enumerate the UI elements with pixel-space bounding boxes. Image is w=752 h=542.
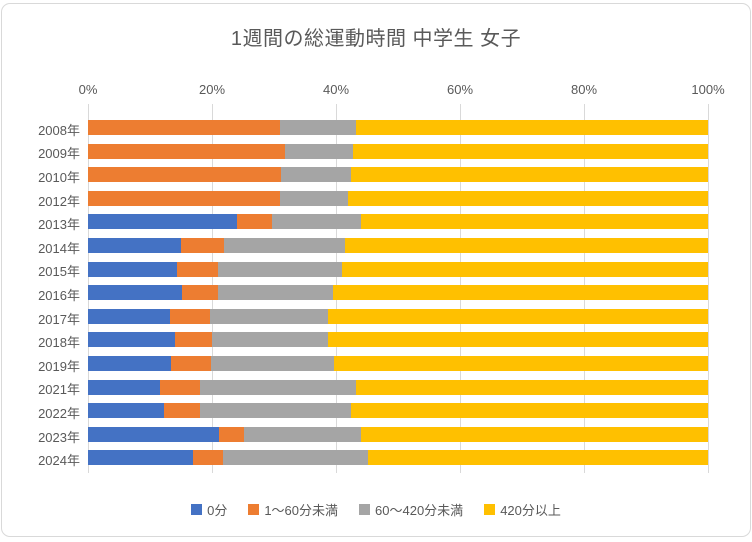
bar-segment — [367, 450, 708, 466]
bar-segment — [88, 285, 182, 301]
bar-segment — [88, 356, 172, 371]
y-axis-label: 2022年 — [38, 406, 80, 421]
bar-segment — [212, 332, 328, 348]
y-axis-label: 2014年 — [38, 240, 80, 256]
bar-segment — [243, 426, 361, 442]
x-axis-tick-label: 80% — [570, 82, 598, 97]
bar-segment — [342, 261, 708, 277]
bar-segment — [218, 285, 333, 301]
bar-segment — [272, 214, 362, 230]
bar-segment — [355, 379, 708, 395]
bar-segment — [327, 332, 708, 348]
legend-item: 420分以上 — [484, 500, 561, 519]
bar-segment — [361, 214, 708, 230]
gridline — [708, 104, 709, 473]
bar-segment — [350, 403, 708, 419]
bar-segment — [280, 120, 357, 135]
bar-segment — [88, 238, 181, 253]
bar-segment — [181, 285, 219, 301]
bar-segment — [88, 143, 286, 159]
legend-swatch — [248, 503, 260, 515]
bar-segment — [356, 120, 708, 135]
bar-segment — [88, 308, 170, 324]
bar-segment — [88, 120, 281, 135]
bar-segment — [164, 403, 201, 419]
chart-title: 1週間の総運動時間 中学生 女子 — [230, 28, 522, 50]
bar-segment — [88, 450, 194, 466]
x-axis-tick-label: 60% — [446, 82, 474, 97]
bar-segment — [348, 190, 708, 206]
legend-label: 60〜420分未満 — [375, 502, 464, 518]
bar-segment — [223, 450, 368, 466]
legend: 0分 1〜60分未満 60〜420分未満 420分以上 — [0, 499, 752, 519]
y-axis-label: 2008年 — [38, 122, 80, 138]
y-axis-label: 2018年 — [38, 335, 80, 351]
bar-segment — [224, 238, 346, 253]
x-axis-tick-label: 0% — [78, 82, 98, 97]
y-axis-label: 2021年 — [38, 382, 80, 398]
bar-segment — [171, 356, 211, 371]
legend-swatch — [484, 503, 496, 515]
legend-item: 0分 — [191, 500, 227, 519]
legend-label: 1〜60分未満 — [264, 502, 339, 518]
y-axis-label: 2023年 — [38, 429, 80, 445]
legend-swatch — [359, 503, 371, 515]
legend-item: 1〜60分未満 — [248, 500, 338, 519]
bar-segment — [285, 143, 354, 159]
y-axis-label: 2024年 — [38, 453, 80, 469]
bar-segment — [210, 356, 334, 371]
bar-segment — [200, 403, 351, 419]
bar-segment — [327, 308, 708, 324]
bar-segment — [181, 238, 225, 253]
bar-segment — [88, 403, 165, 419]
bar-segment — [280, 167, 351, 183]
bar-segment — [218, 426, 244, 442]
legend-label: 0分 — [207, 502, 228, 518]
x-axis-tick-label: 20% — [198, 82, 226, 97]
bar-segment — [236, 214, 273, 230]
y-axis-label: 2012年 — [38, 193, 80, 209]
bar-segment — [280, 190, 349, 206]
bar-segment — [88, 190, 281, 206]
bar-segment — [88, 379, 160, 395]
bar-segment — [360, 426, 708, 442]
bar-segment — [88, 332, 175, 348]
y-axis-label: 2015年 — [38, 264, 80, 280]
bar-segment — [209, 308, 328, 324]
bar-segment — [353, 143, 708, 159]
legend-item: 60〜420分未満 — [359, 500, 463, 519]
bar-segment — [88, 261, 177, 277]
bar-segment — [169, 308, 210, 324]
bar-segment — [218, 261, 343, 277]
bar-segment — [88, 167, 281, 183]
x-axis-tick-label: 100% — [691, 82, 725, 97]
bar-segment — [88, 426, 219, 442]
y-axis-label: 2009年 — [38, 146, 80, 162]
bar-segment — [193, 450, 224, 466]
y-axis-label: 2017年 — [38, 311, 80, 327]
y-axis-label: 2013年 — [38, 217, 80, 233]
bar-segment — [174, 332, 212, 348]
bar-segment — [345, 238, 708, 253]
bar-segment — [199, 379, 356, 395]
bar-segment — [88, 214, 237, 230]
bar-segment — [176, 261, 219, 277]
bar-segment — [333, 356, 708, 371]
bar-segment — [332, 285, 708, 301]
legend-label: 420分以上 — [500, 502, 561, 518]
bar-segment — [350, 167, 708, 183]
x-axis-tick-label: 40% — [322, 82, 350, 97]
y-axis-label: 2019年 — [38, 358, 80, 374]
y-axis-label: 2016年 — [38, 288, 80, 303]
y-axis-label: 2010年 — [38, 170, 80, 185]
legend-swatch — [191, 503, 203, 515]
bar-segment — [159, 379, 200, 395]
